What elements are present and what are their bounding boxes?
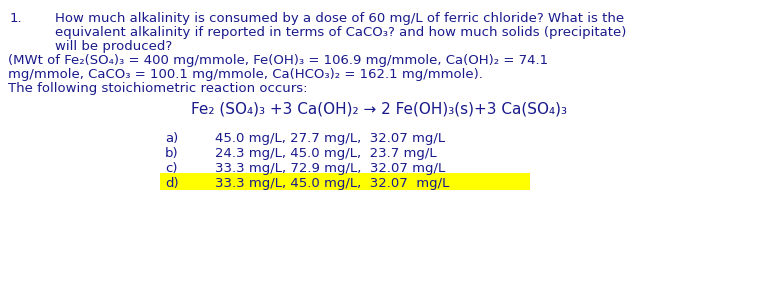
Text: 1.: 1. — [10, 12, 23, 25]
Text: The following stoichiometric reaction occurs:: The following stoichiometric reaction oc… — [8, 82, 308, 95]
Bar — [160, 173, 530, 190]
Text: Fe₂ (SO₄)₃ +3 Ca(OH)₂ → 2 Fe(OH)₃(s)+3 Ca(SO₄)₃: Fe₂ (SO₄)₃ +3 Ca(OH)₂ → 2 Fe(OH)₃(s)+3 C… — [191, 102, 567, 117]
Text: (MWt of Fe₂(SO₄)₃ = 400 mg/mmole, Fe(OH)₃ = 106.9 mg/mmole, Ca(OH)₂ = 74.1: (MWt of Fe₂(SO₄)₃ = 400 mg/mmole, Fe(OH)… — [8, 54, 548, 67]
Text: 24.3 mg/L, 45.0 mg/L,  23.7 mg/L: 24.3 mg/L, 45.0 mg/L, 23.7 mg/L — [215, 147, 437, 160]
Text: mg/mmole, CaCO₃ = 100.1 mg/mmole, Ca(HCO₃)₂ = 162.1 mg/mmole).: mg/mmole, CaCO₃ = 100.1 mg/mmole, Ca(HCO… — [8, 68, 483, 81]
Text: equivalent alkalinity if reported in terms of CaCO₃? and how much solids (precip: equivalent alkalinity if reported in ter… — [55, 26, 626, 39]
Text: b): b) — [165, 147, 179, 160]
Text: a): a) — [165, 132, 178, 145]
Text: How much alkalinity is consumed by a dose of 60 mg/L of ferric chloride? What is: How much alkalinity is consumed by a dos… — [55, 12, 624, 25]
Text: 33.3 mg/L, 45.0 mg/L,  32.07  mg/L: 33.3 mg/L, 45.0 mg/L, 32.07 mg/L — [215, 177, 449, 190]
Text: 33.3 mg/L, 72.9 mg/L,  32.07 mg/L: 33.3 mg/L, 72.9 mg/L, 32.07 mg/L — [215, 162, 445, 175]
Text: c): c) — [165, 162, 177, 175]
Text: d): d) — [165, 177, 179, 190]
Text: 45.0 mg/L, 27.7 mg/L,  32.07 mg/L: 45.0 mg/L, 27.7 mg/L, 32.07 mg/L — [215, 132, 445, 145]
Text: will be produced?: will be produced? — [55, 40, 172, 53]
